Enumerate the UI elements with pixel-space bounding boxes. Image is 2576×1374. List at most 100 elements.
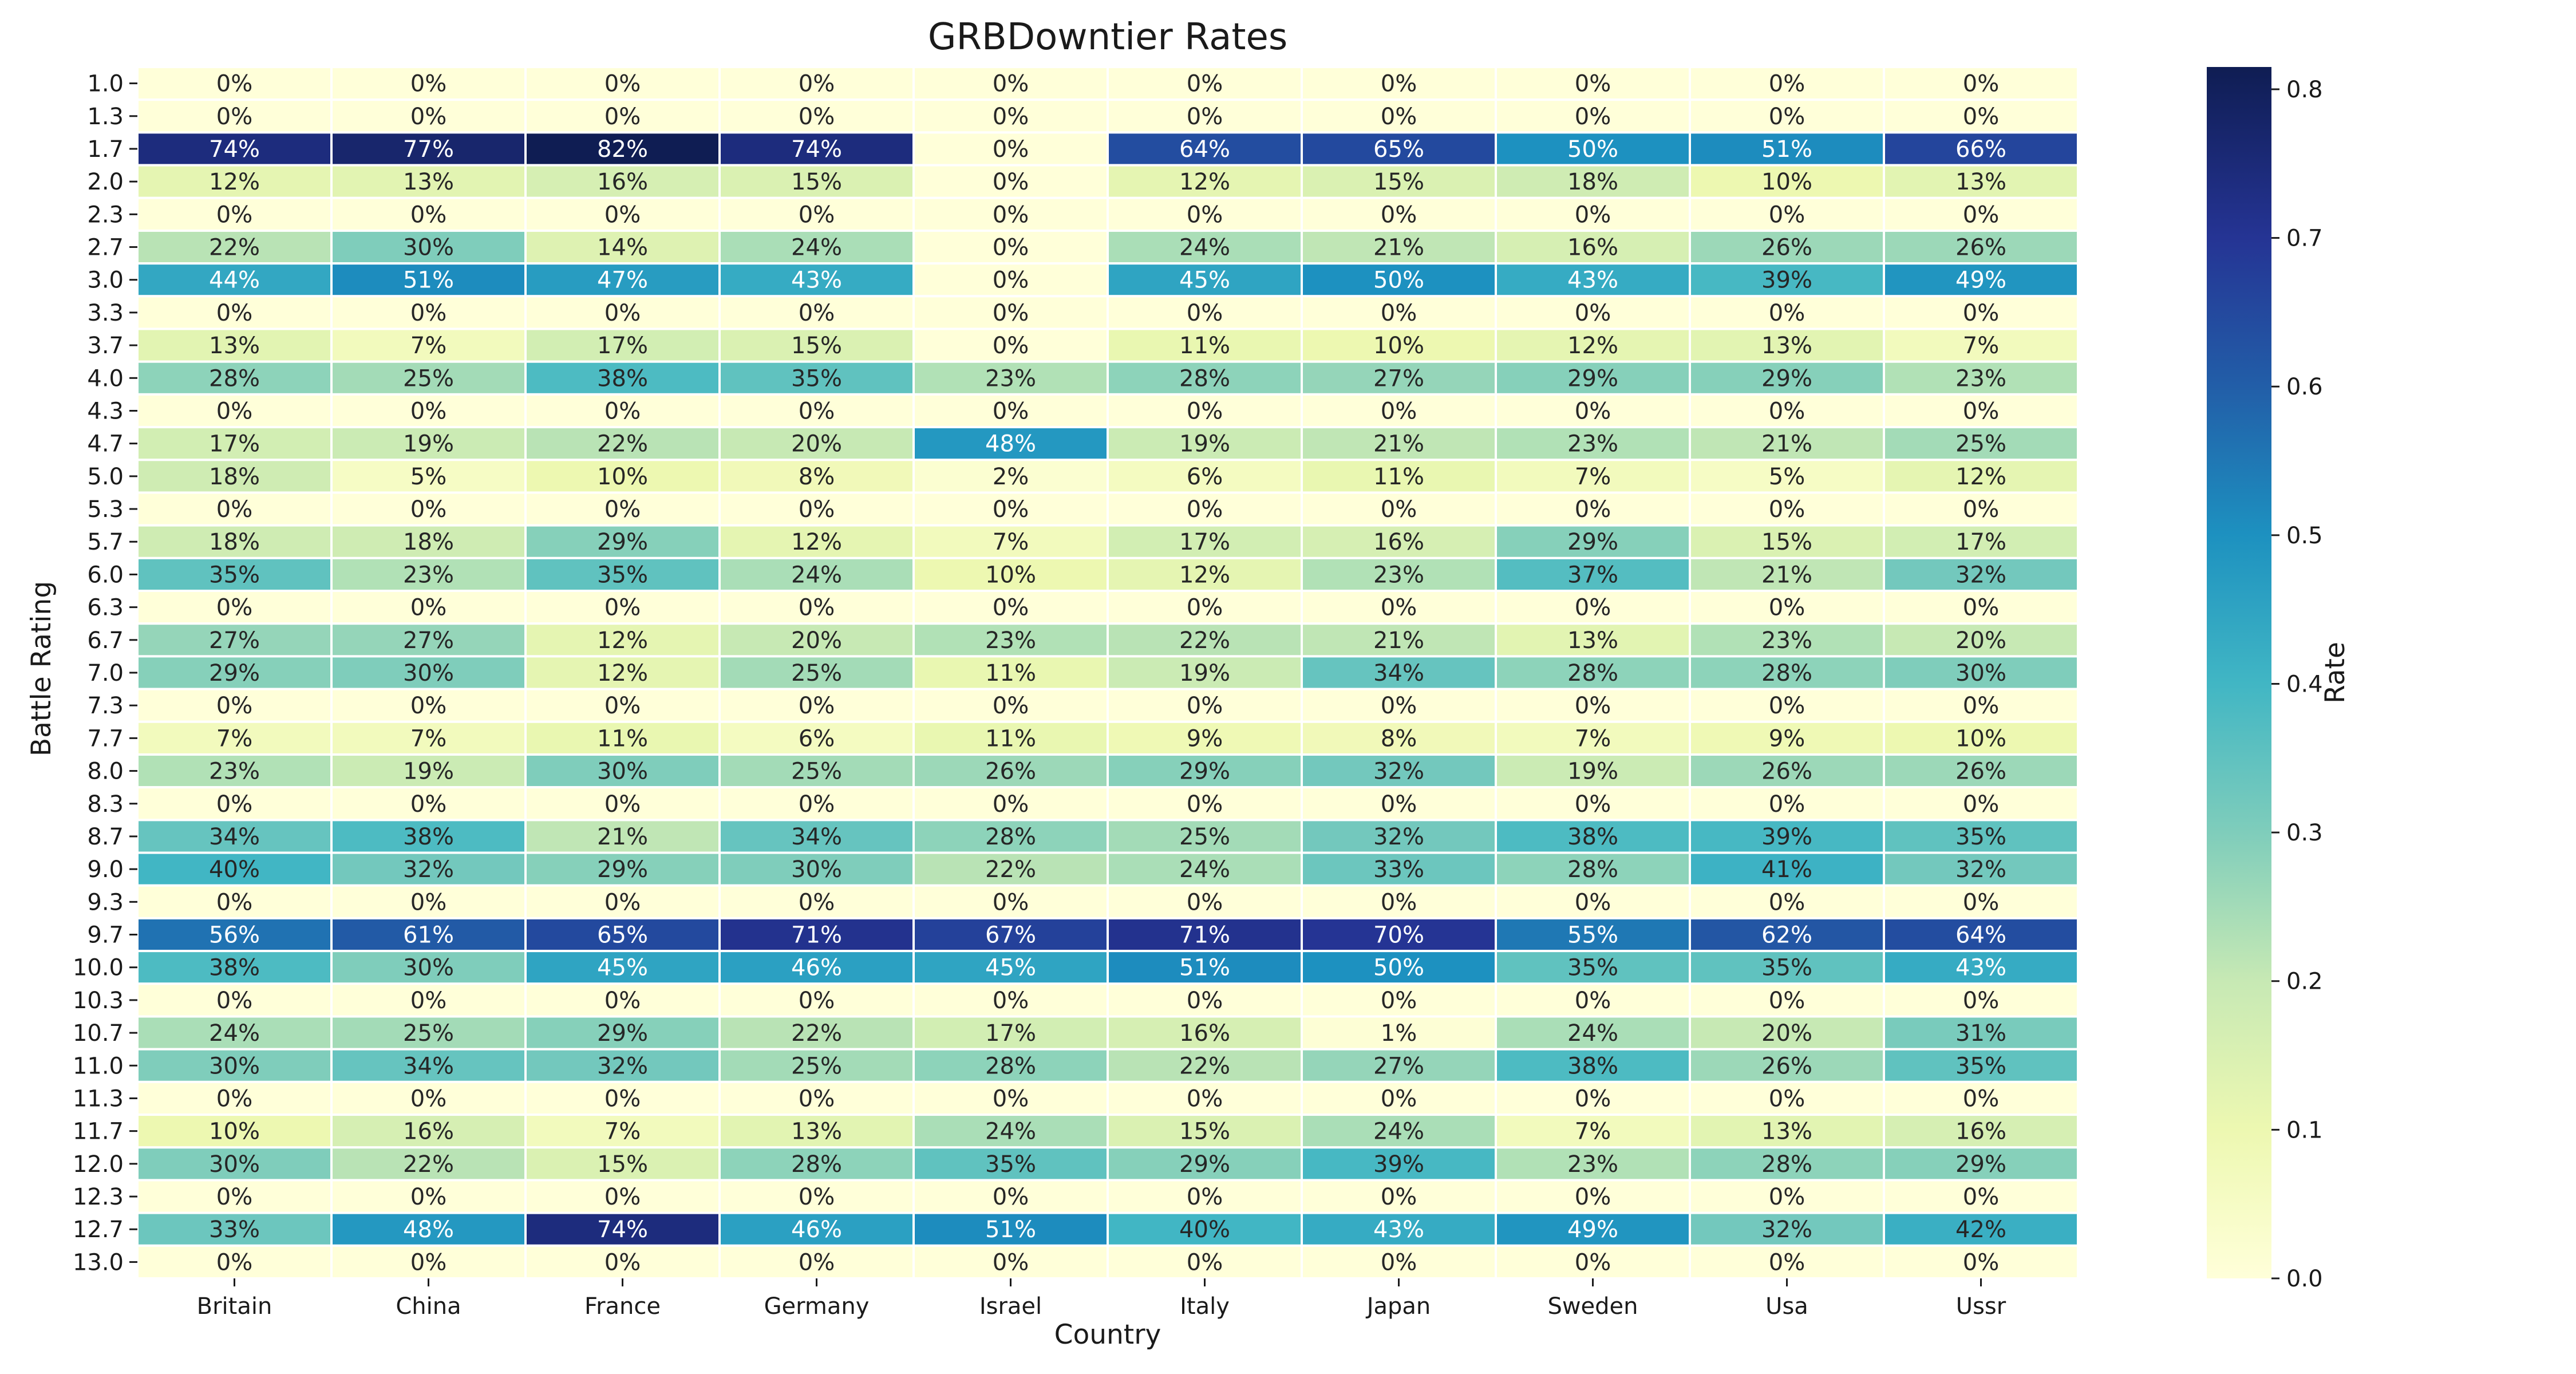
cell-value-label: 0% [605, 71, 641, 97]
cell-value-label: 17% [1179, 529, 1230, 555]
cell-value-label: 0% [216, 988, 252, 1014]
cell-value-label: 0% [1963, 1249, 1999, 1276]
y-tick-label: 2.3 [87, 202, 124, 228]
heatmap-cell [330, 393, 527, 429]
y-tick-label: 8.3 [87, 791, 124, 818]
cell-value-label: 0% [216, 889, 252, 915]
x-tick-label: Italy [1180, 1293, 1230, 1320]
cell-value-label: 0% [799, 988, 835, 1014]
cell-value-label: 28% [1761, 660, 1812, 686]
heatmap-cell [136, 1015, 333, 1051]
cell-value-label: 0% [799, 693, 835, 719]
heatmap-cell [1495, 66, 1691, 101]
cell-value-label: 24% [1179, 235, 1230, 261]
heatmap-cell [1883, 98, 2079, 134]
heatmap-cell [330, 1211, 527, 1247]
cell-value-label: 0% [1769, 104, 1805, 130]
cell-value-label: 74% [791, 136, 842, 163]
heatmap-cell [1107, 917, 1303, 953]
y-tick-label: 9.0 [87, 856, 124, 883]
cell-value-label: 9% [1187, 725, 1223, 752]
cell-value-label: 0% [1769, 1085, 1805, 1112]
cell-value-label: 18% [403, 529, 454, 555]
cell-value-label: 0% [1769, 988, 1805, 1014]
cell-value-label: 35% [1761, 955, 1812, 981]
cell-value-label: 7% [410, 725, 447, 752]
cell-value-label: 0% [1575, 300, 1611, 326]
heatmap-cell [1883, 1015, 2079, 1051]
cell-value-label: 0% [216, 71, 252, 97]
cell-value-label: 24% [791, 235, 842, 261]
heatmap-cell [1689, 98, 1885, 134]
cell-value-label: 7% [410, 333, 447, 359]
cell-value-label: 34% [791, 824, 842, 850]
heatmap-cell [1107, 688, 1303, 723]
cell-value-label: 25% [1179, 824, 1230, 850]
heatmap-cell [524, 229, 721, 265]
heatmap-cell [1689, 524, 1885, 559]
cell-value-label: 0% [1963, 300, 1999, 326]
heatmap-cell [1883, 753, 2079, 789]
heatmap-cell [524, 688, 721, 723]
cell-value-label: 0% [1575, 595, 1611, 621]
cell-value-label: 35% [1567, 955, 1618, 981]
cell-value-label: 33% [1373, 856, 1424, 883]
heatmap-cell [1883, 1048, 2079, 1083]
cell-value-label: 24% [985, 1119, 1036, 1145]
cell-value-label: 30% [403, 235, 454, 261]
cell-value-label: 23% [985, 627, 1036, 654]
heatmap-cell [1495, 982, 1691, 1018]
heatmap-cell [1107, 164, 1303, 199]
x-tick-label: Sweden [1547, 1293, 1638, 1320]
cell-value-label: 19% [1567, 759, 1618, 785]
cell-value-label: 0% [1575, 1249, 1611, 1276]
heatmap-cell [912, 786, 1109, 822]
cell-value-label: 0% [1963, 202, 1999, 228]
cell-value-label: 10% [1373, 333, 1424, 359]
cell-value-label: 28% [1761, 1151, 1812, 1178]
heatmap-cell [1689, 655, 1885, 690]
cell-value-label: 7% [216, 725, 252, 752]
cell-value-label: 0% [799, 595, 835, 621]
cell-value-label: 40% [209, 856, 260, 883]
cell-value-label: 38% [403, 824, 454, 850]
cell-value-label: 40% [1179, 1217, 1230, 1243]
heatmap-cell [718, 982, 915, 1018]
heatmap-cell [1883, 884, 2079, 919]
heatmap-cell [330, 884, 527, 919]
cell-value-label: 23% [1567, 431, 1618, 457]
cell-value-label: 18% [209, 464, 260, 490]
y-tick-label: 12.7 [73, 1217, 124, 1243]
cell-value-label: 0% [1963, 988, 1999, 1014]
cell-value-label: 0% [799, 496, 835, 523]
cell-value-label: 51% [1761, 136, 1812, 163]
cell-value-label: 5% [410, 464, 447, 490]
heatmap-cell [1107, 229, 1303, 265]
cell-value-label: 70% [1373, 922, 1424, 949]
cell-value-label: 0% [799, 1085, 835, 1112]
x-tick-label: Japan [1365, 1293, 1431, 1320]
cell-value-label: 29% [209, 660, 260, 686]
heatmap-cell [718, 753, 915, 789]
cell-value-label: 13% [1761, 1119, 1812, 1145]
heatmap-cell [1495, 884, 1691, 919]
heatmap-cell [330, 655, 527, 690]
cell-value-label: 0% [1187, 1249, 1223, 1276]
y-tick-label: 1.7 [87, 136, 124, 163]
cell-value-label: 0% [410, 1085, 447, 1112]
cell-value-label: 0% [1187, 889, 1223, 915]
cell-value-label: 12% [1567, 333, 1618, 359]
cell-value-label: 0% [993, 1249, 1029, 1276]
y-tick-label: 13.0 [73, 1249, 124, 1276]
heatmap-cell [1883, 1211, 2079, 1247]
cell-value-label: 0% [605, 300, 641, 326]
cell-value-label: 0% [993, 169, 1029, 195]
heatmap-cell [912, 917, 1109, 953]
heatmap-cell [718, 1080, 915, 1116]
cell-value-label: 0% [1963, 889, 1999, 915]
cell-value-label: 0% [993, 1184, 1029, 1210]
heatmap-cell [1495, 655, 1691, 690]
cell-value-label: 0% [799, 1249, 835, 1276]
heatmap-cell [1301, 164, 1497, 199]
heatmap-cell [1495, 295, 1691, 330]
